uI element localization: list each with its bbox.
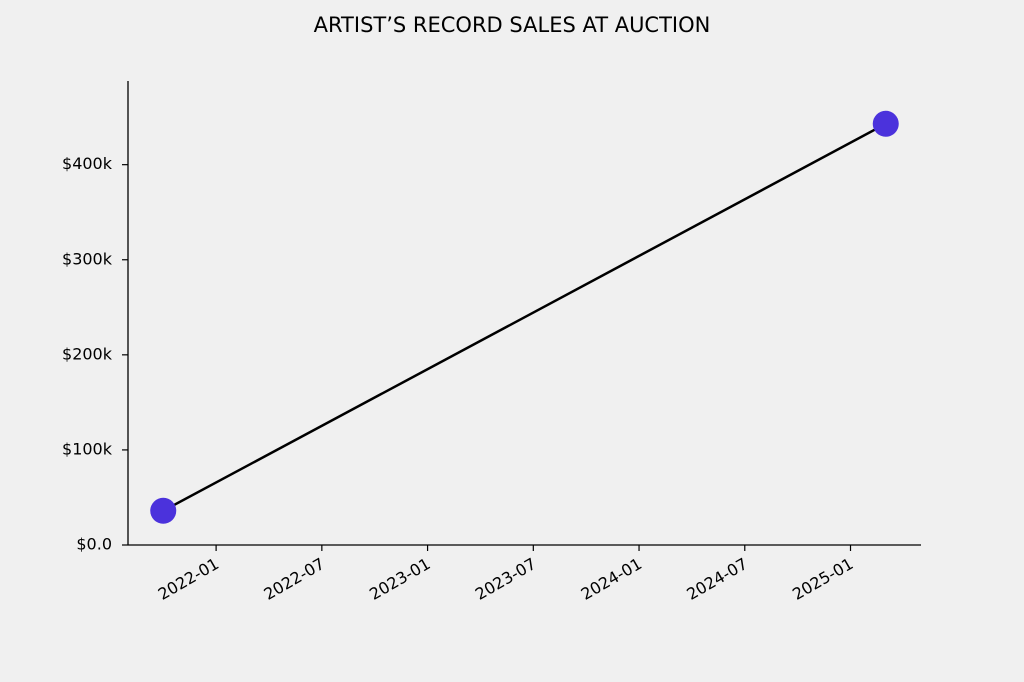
data-point bbox=[150, 497, 177, 524]
x-tick-label: 2022-01 bbox=[155, 554, 222, 604]
y-tick-label: $100k bbox=[62, 439, 113, 458]
x-tick-label: 2023-07 bbox=[472, 554, 539, 604]
x-tick-label: 2024-07 bbox=[683, 554, 750, 604]
data-point bbox=[872, 110, 899, 137]
x-tick-label: 2025-01 bbox=[789, 554, 856, 604]
y-tick-label: $400k bbox=[62, 154, 113, 173]
x-tick-label: 2024-01 bbox=[578, 554, 645, 604]
y-tick-label: $200k bbox=[62, 344, 113, 363]
series-line bbox=[162, 122, 887, 512]
x-tick-label: 2022-07 bbox=[260, 554, 327, 604]
y-tick-label: $0.0 bbox=[76, 535, 112, 554]
x-tick-label: 2023-01 bbox=[366, 554, 433, 604]
chart-title: ARTIST’S RECORD SALES AT AUCTION bbox=[314, 13, 711, 37]
y-tick-label: $300k bbox=[62, 249, 113, 268]
